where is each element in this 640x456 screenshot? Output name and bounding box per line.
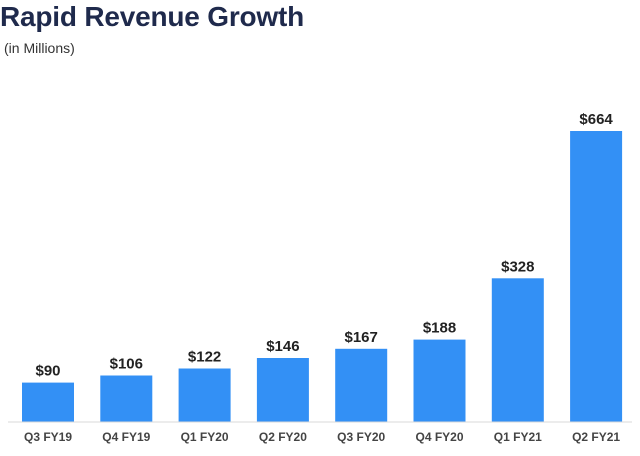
x-tick-label: Q4 FY19 bbox=[102, 430, 150, 444]
x-tick-label: Q2 FY20 bbox=[259, 430, 307, 444]
data-label: $146 bbox=[266, 338, 299, 355]
data-labels: $90 $106 $122 $146 $167 $188 $328 $664 bbox=[35, 111, 613, 380]
data-label: $90 bbox=[35, 363, 60, 380]
data-label: $328 bbox=[501, 258, 534, 275]
x-tick-label: Q2 FY21 bbox=[572, 430, 620, 444]
x-axis-tick-labels: Q3 FY19 Q4 FY19 Q1 FY20 Q2 FY20 Q3 FY20 Q4 FY… bbox=[24, 430, 620, 444]
x-tick-label: Q1 FY20 bbox=[181, 430, 229, 444]
bar-q4-fy19 bbox=[100, 375, 153, 422]
bar-series bbox=[22, 131, 623, 422]
bar-q2-fy21 bbox=[570, 131, 623, 422]
x-tick-label: Q4 FY20 bbox=[415, 430, 463, 444]
chart-title: Rapid Revenue Growth bbox=[0, 1, 305, 32]
x-tick-label: Q1 FY21 bbox=[494, 430, 542, 444]
data-label: $664 bbox=[579, 111, 613, 128]
data-label: $122 bbox=[188, 349, 221, 366]
bar-q3-fy19 bbox=[22, 382, 74, 422]
bar-q1-fy21 bbox=[491, 278, 544, 422]
x-tick-label: Q3 FY19 bbox=[24, 430, 72, 444]
bar-q4-fy20 bbox=[413, 339, 466, 422]
chart-subtitle: (in Millions) bbox=[4, 40, 75, 56]
bar-q3-fy20 bbox=[335, 348, 388, 422]
data-label: $188 bbox=[423, 320, 456, 337]
bar-q1-fy20 bbox=[178, 368, 231, 422]
data-label: $106 bbox=[110, 356, 143, 373]
data-label: $167 bbox=[345, 329, 378, 346]
x-tick-label: Q3 FY20 bbox=[337, 430, 385, 444]
bar-q2-fy20 bbox=[256, 358, 309, 422]
